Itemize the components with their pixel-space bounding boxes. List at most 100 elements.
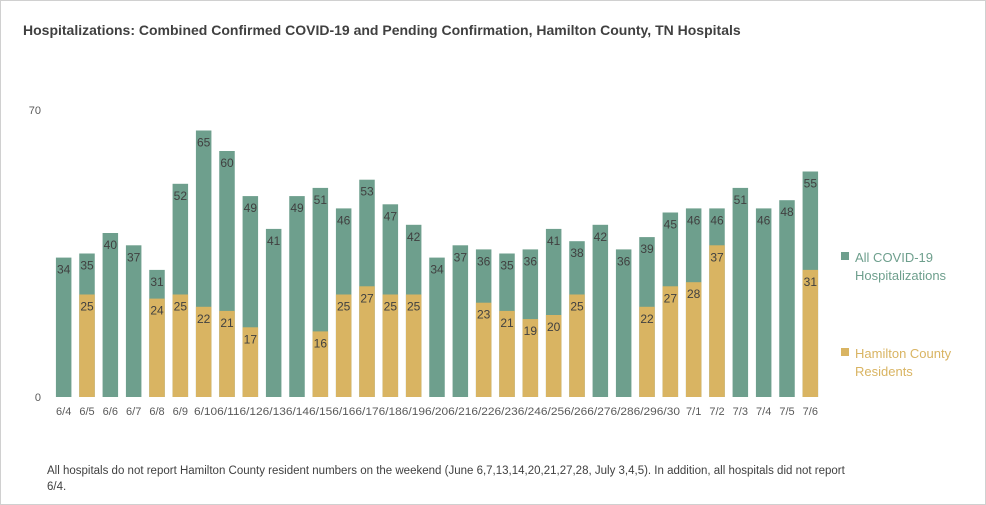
data-label-all-6-21: 37	[454, 250, 468, 264]
bar-all-6-14	[289, 196, 305, 397]
bar-all-6-4	[55, 257, 72, 397]
bar-residents-6-22	[475, 302, 492, 397]
bar-residents-6-17	[359, 286, 375, 397]
legend-label-all-hospitalizations: All COVID-19 Hospitalizations	[855, 250, 947, 283]
bar-residents-6-23	[499, 310, 515, 397]
data-label-residents-6-11: 21	[220, 316, 234, 330]
x-tick-label-7-6: 7/6	[803, 406, 818, 418]
bar-residents-6-12	[242, 327, 259, 397]
data-label-residents-6-29: 22	[640, 312, 654, 326]
data-label-residents-7-6: 31	[804, 275, 818, 289]
data-label-residents-6-15: 16	[314, 336, 328, 350]
y-axis: 0 70	[29, 105, 41, 404]
data-label-residents-6-5: 25	[80, 300, 94, 314]
data-label-all-6-22: 36	[477, 254, 491, 268]
data-label-all-6-18: 47	[384, 209, 398, 223]
x-tick-label-7-3: 7/3	[733, 406, 748, 418]
x-tick-label-6-6: 6/6	[103, 406, 118, 418]
x-tick-label-6-8: 6/8	[149, 406, 164, 418]
data-label-residents-6-23: 21	[500, 316, 514, 330]
bar-residents-6-15	[312, 331, 329, 397]
x-tick-label-7-1: 7/1	[686, 406, 701, 418]
bar-residents-6-8	[149, 298, 165, 397]
x-tick-label-6-5: 6/5	[79, 406, 94, 418]
data-label-all-6-8: 31	[150, 275, 164, 289]
data-label-residents-6-25: 20	[547, 320, 561, 334]
bar-residents-6-30	[662, 286, 679, 397]
bar-residents-6-24	[522, 319, 539, 397]
data-label-all-7-4: 46	[757, 213, 771, 227]
data-label-residents-6-17: 27	[360, 291, 374, 305]
bar-residents-7-6	[802, 269, 819, 397]
data-label-all-7-1: 46	[687, 213, 701, 227]
bar-residents-6-18	[382, 294, 399, 397]
data-label-all-6-29: 39	[640, 242, 654, 256]
bar-residents-6-9	[172, 294, 189, 397]
bar-residents-6-26	[569, 294, 585, 397]
data-label-residents-6-26: 25	[570, 300, 584, 314]
data-label-all-6-27: 42	[594, 230, 608, 244]
y-tick-label-70: 70	[29, 105, 41, 117]
data-label-all-6-16: 46	[337, 213, 351, 227]
data-label-all-6-28: 36	[617, 254, 631, 268]
bar-all-6-28	[615, 249, 632, 397]
data-labels: 34 35 25 40 37 31 24 52 25 65 22 60 21 49 17 41 49 51 16 46…	[57, 136, 817, 351]
data-label-all-6-19: 42	[407, 230, 421, 244]
data-label-all-6-26: 38	[570, 246, 584, 260]
data-label-residents-6-22: 23	[477, 308, 491, 322]
data-label-all-6-5: 35	[80, 259, 94, 273]
bar-all-6-27	[592, 224, 609, 397]
bar-residents-6-10	[195, 306, 212, 397]
data-label-all-6-9: 52	[174, 189, 188, 203]
data-label-residents-6-19: 25	[407, 300, 421, 314]
data-label-all-7-3: 51	[734, 193, 748, 207]
bar-all-6-21	[452, 245, 469, 397]
x-tick-label-run: 6/106/116/126/136/146/156/166/176/186/19…	[194, 406, 680, 418]
x-tick-label-6-4: 6/4	[56, 406, 71, 418]
data-label-residents-6-9: 25	[174, 300, 188, 314]
legend-swatch-hamilton-county-residents	[841, 348, 849, 356]
data-label-all-7-6: 55	[804, 177, 818, 191]
data-label-all-7-2: 46	[710, 213, 724, 227]
data-label-all-6-15: 51	[314, 193, 328, 207]
series-hamilton-county-residents	[79, 245, 819, 397]
bar-all-7-3	[732, 187, 749, 397]
bar-all-6-7	[125, 245, 142, 397]
legend-swatch-all-hospitalizations	[841, 252, 849, 260]
footnote: All hospitals do not report Hamilton Cou…	[47, 465, 845, 493]
data-label-all-6-6: 40	[104, 238, 118, 252]
data-label-residents-7-1: 28	[687, 287, 701, 301]
x-tick-label-7-5: 7/5	[779, 406, 794, 418]
data-label-all-6-23: 35	[500, 259, 514, 273]
bar-all-7-4	[755, 208, 772, 397]
data-label-residents-6-24: 19	[524, 324, 538, 338]
data-label-all-6-17: 53	[360, 185, 374, 199]
data-label-all-6-11: 60	[220, 156, 234, 170]
data-label-all-6-30: 45	[664, 218, 678, 232]
data-label-residents-6-10: 22	[197, 312, 211, 326]
data-label-all-7-5: 48	[780, 205, 794, 219]
data-label-all-6-24: 36	[524, 254, 538, 268]
bar-residents-6-25	[545, 315, 562, 397]
bar-residents-7-1	[685, 282, 702, 397]
x-tick-label-6-9: 6/9	[173, 406, 188, 418]
data-label-residents-6-8: 24	[150, 304, 164, 318]
bar-residents-6-19	[405, 294, 422, 397]
data-label-residents-6-30: 27	[664, 291, 678, 305]
data-label-all-6-4: 34	[57, 263, 71, 277]
data-label-all-6-14: 49	[290, 201, 304, 215]
bar-residents-6-11	[219, 310, 235, 397]
data-label-all-6-10: 65	[197, 136, 211, 150]
x-tick-label-7-2: 7/2	[709, 406, 724, 418]
bar-residents-6-5	[79, 294, 95, 397]
data-label-residents-6-12: 17	[244, 332, 258, 346]
data-label-all-6-12: 49	[244, 201, 258, 215]
x-axis: 6/4 6/5 6/6 6/7 6/8 6/9 6/106/116/126/136/146/…	[56, 406, 818, 418]
chart-title: Hospitalizations: Combined Confirmed COV…	[23, 22, 741, 38]
data-label-all-6-20: 34	[430, 263, 444, 277]
bar-chart: 0 70 34 35 25 40 37 31 24 52 25 65 22 60 21 49 17 41 49 51…	[29, 105, 819, 418]
data-label-all-6-25: 41	[547, 234, 561, 248]
bar-all-6-13	[265, 228, 282, 397]
y-tick-label-0: 0	[35, 392, 41, 404]
